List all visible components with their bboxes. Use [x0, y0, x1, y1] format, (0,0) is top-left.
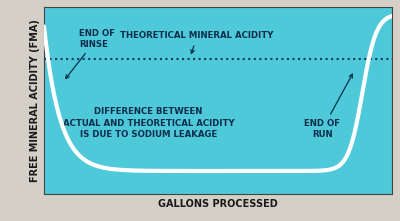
Text: END OF
RUN: END OF RUN — [304, 74, 352, 139]
X-axis label: GALLONS PROCESSED: GALLONS PROCESSED — [158, 199, 278, 209]
Text: THEORETICAL MINERAL ACIDITY: THEORETICAL MINERAL ACIDITY — [120, 31, 274, 53]
Text: DIFFERENCE BETWEEN
ACTUAL AND THEORETICAL ACIDITY
IS DUE TO SODIUM LEAKAGE: DIFFERENCE BETWEEN ACTUAL AND THEORETICA… — [62, 107, 234, 139]
Y-axis label: FREE MINERAL ACIDITY (FMA): FREE MINERAL ACIDITY (FMA) — [30, 19, 40, 182]
Text: END OF
RINSE: END OF RINSE — [66, 29, 115, 78]
